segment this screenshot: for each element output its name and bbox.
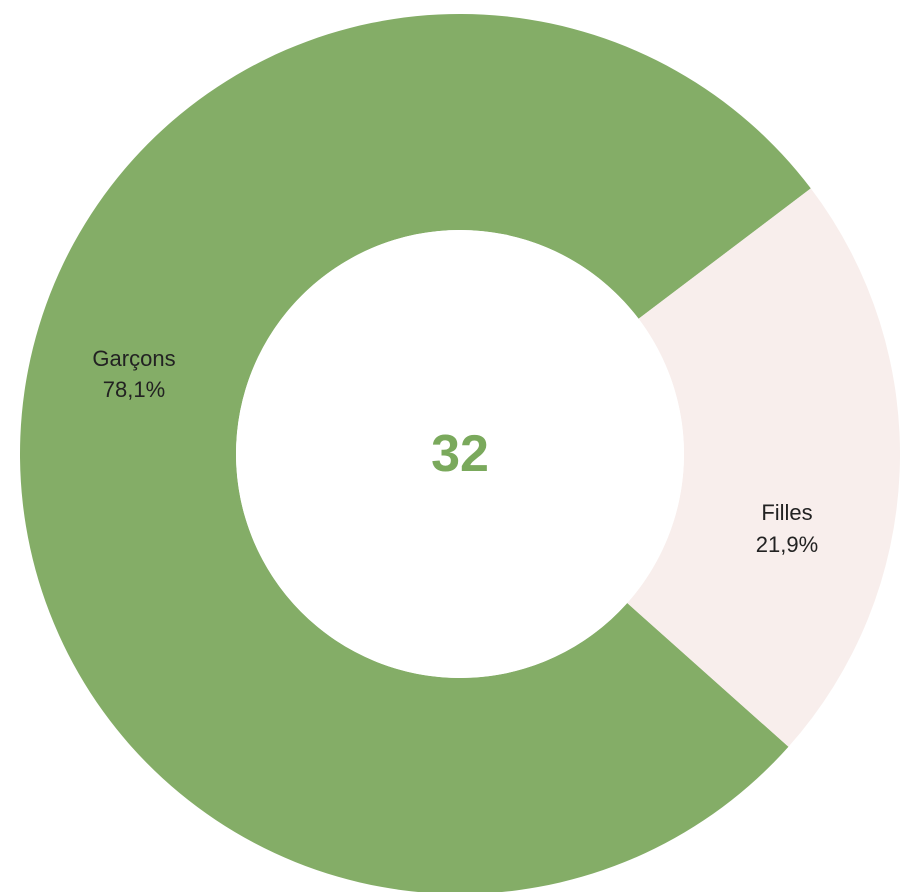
slice-garons [19, 14, 811, 892]
slice-name-filles: Filles [761, 500, 812, 525]
center-total: 32 [431, 425, 489, 483]
center-hole [236, 230, 684, 678]
slice-label-filles: Filles 21,9% [756, 500, 818, 557]
slice-value-garcons: 78,1% [103, 377, 165, 402]
slices-layer [19, 14, 900, 892]
slice-name-garcons: Garçons [92, 346, 175, 371]
slice-value-filles: 21,9% [756, 532, 818, 557]
slice-filles [627, 188, 900, 747]
slice-label-garcons: Garçons 78,1% [92, 346, 175, 402]
